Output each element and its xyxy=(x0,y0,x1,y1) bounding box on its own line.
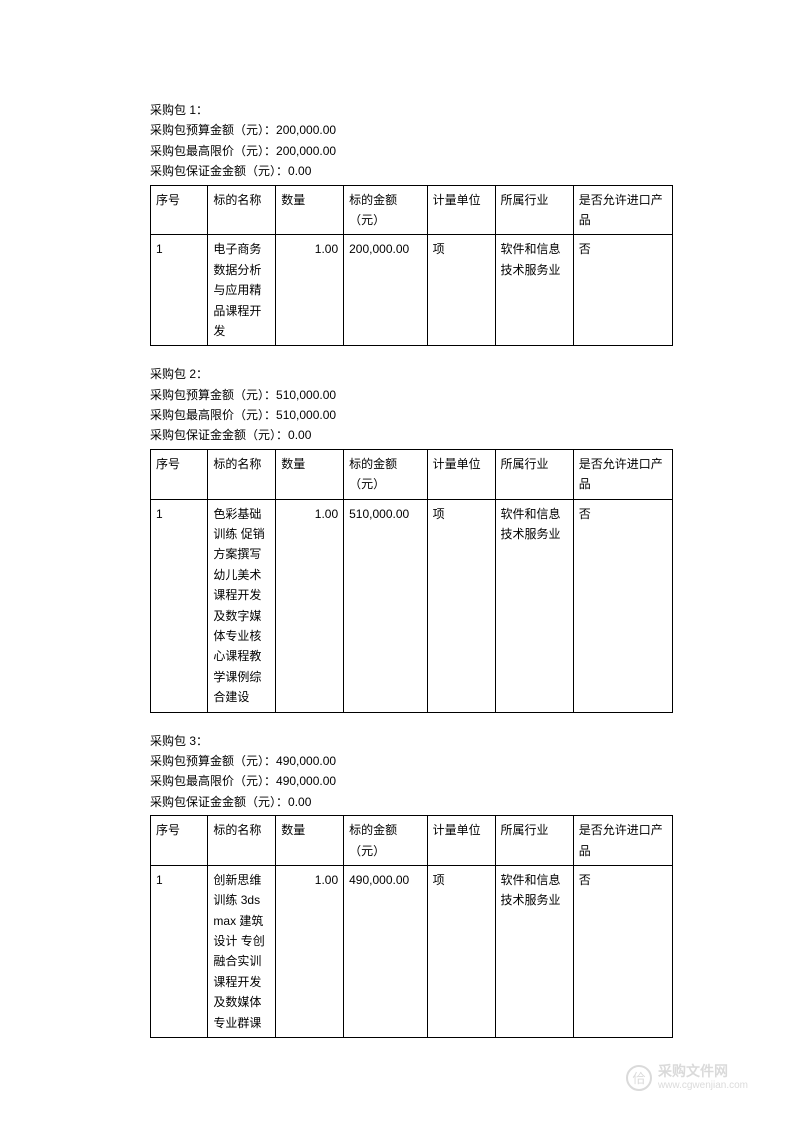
column-header-amount: 标的金额（元） xyxy=(344,816,428,866)
deposit-line-value: 0.00 xyxy=(288,795,311,809)
deposit-line-value: 0.00 xyxy=(288,428,311,442)
table-header-row: 序号标的名称数量标的金额（元）计量单位所属行业是否允许进口产品 xyxy=(151,449,673,499)
package-table: 序号标的名称数量标的金额（元）计量单位所属行业是否允许进口产品1创新思维训练 3… xyxy=(150,815,673,1038)
budget-line: 采购包预算金额（元）：490,000.00 xyxy=(150,751,673,771)
cell-industry: 软件和信息技术服务业 xyxy=(495,865,573,1037)
column-header-import: 是否允许进口产品 xyxy=(573,449,672,499)
watermark-main: 采购文件网 xyxy=(658,1063,748,1080)
column-header-unit: 计量单位 xyxy=(427,816,495,866)
cell-seq: 1 xyxy=(151,499,208,712)
deposit-line-value: 0.00 xyxy=(288,164,311,178)
column-header-amount: 标的金额（元） xyxy=(344,449,428,499)
budget-line-value: 510,000.00 xyxy=(276,388,336,402)
cell-qty: 1.00 xyxy=(276,499,344,712)
max-line-label: 采购包最高限价（元）： xyxy=(150,408,276,422)
cell-import: 否 xyxy=(573,865,672,1037)
deposit-line: 采购包保证金金额（元）：0.00 xyxy=(150,425,673,445)
table-header-row: 序号标的名称数量标的金额（元）计量单位所属行业是否允许进口产品 xyxy=(151,185,673,235)
cell-industry: 软件和信息技术服务业 xyxy=(495,499,573,712)
max-line: 采购包最高限价（元）：200,000.00 xyxy=(150,141,673,161)
cell-amount: 200,000.00 xyxy=(344,235,428,346)
column-header-qty: 数量 xyxy=(276,816,344,866)
column-header-qty: 数量 xyxy=(276,449,344,499)
package-section-2: 采购包 2：采购包预算金额（元）：510,000.00采购包最高限价（元）：51… xyxy=(150,364,673,712)
column-header-name: 标的名称 xyxy=(208,816,276,866)
cell-unit: 项 xyxy=(427,499,495,712)
cell-industry: 软件和信息技术服务业 xyxy=(495,235,573,346)
package-title: 采购包 1： xyxy=(150,100,673,120)
column-header-industry: 所属行业 xyxy=(495,816,573,866)
package-table: 序号标的名称数量标的金额（元）计量单位所属行业是否允许进口产品1色彩基础训练 促… xyxy=(150,449,673,713)
budget-line: 采购包预算金额（元）：200,000.00 xyxy=(150,120,673,140)
watermark-url: www.cgwenjian.com xyxy=(658,1080,748,1092)
cell-amount: 490,000.00 xyxy=(344,865,428,1037)
cell-seq: 1 xyxy=(151,865,208,1037)
column-header-unit: 计量单位 xyxy=(427,185,495,235)
column-header-industry: 所属行业 xyxy=(495,185,573,235)
package-title: 采购包 2： xyxy=(150,364,673,384)
package-header: 采购包 3：采购包预算金额（元）：490,000.00采购包最高限价（元）：49… xyxy=(150,731,673,813)
table-row: 1创新思维训练 3ds max 建筑设计 专创融合实训课程开发及数媒体专业群课1… xyxy=(151,865,673,1037)
package-table: 序号标的名称数量标的金额（元）计量单位所属行业是否允许进口产品1电子商务数据分析… xyxy=(150,185,673,347)
deposit-line-label: 采购包保证金金额（元）： xyxy=(150,428,288,442)
max-line: 采购包最高限价（元）：510,000.00 xyxy=(150,405,673,425)
cell-name: 电子商务数据分析与应用精品课程开发 xyxy=(208,235,276,346)
deposit-line: 采购包保证金金额（元）：0.00 xyxy=(150,161,673,181)
package-title: 采购包 3： xyxy=(150,731,673,751)
max-line-value: 200,000.00 xyxy=(276,144,336,158)
package-header: 采购包 1：采购包预算金额（元）：200,000.00采购包最高限价（元）：20… xyxy=(150,100,673,182)
max-line-value: 490,000.00 xyxy=(276,774,336,788)
column-header-amount: 标的金额（元） xyxy=(344,185,428,235)
column-header-seq: 序号 xyxy=(151,816,208,866)
package-header: 采购包 2：采购包预算金额（元）：510,000.00采购包最高限价（元）：51… xyxy=(150,364,673,446)
cell-unit: 项 xyxy=(427,865,495,1037)
cell-import: 否 xyxy=(573,499,672,712)
column-header-seq: 序号 xyxy=(151,185,208,235)
max-line-label: 采购包最高限价（元）： xyxy=(150,774,276,788)
cell-qty: 1.00 xyxy=(276,235,344,346)
column-header-import: 是否允许进口产品 xyxy=(573,185,672,235)
budget-line-value: 200,000.00 xyxy=(276,123,336,137)
budget-line-label: 采购包预算金额（元）： xyxy=(150,754,276,768)
column-header-qty: 数量 xyxy=(276,185,344,235)
cell-seq: 1 xyxy=(151,235,208,346)
cell-qty: 1.00 xyxy=(276,865,344,1037)
package-section-1: 采购包 1：采购包预算金额（元）：200,000.00采购包最高限价（元）：20… xyxy=(150,100,673,346)
column-header-import: 是否允许进口产品 xyxy=(573,816,672,866)
column-header-name: 标的名称 xyxy=(208,185,276,235)
watermark-icon: 佮 xyxy=(626,1065,652,1091)
column-header-industry: 所属行业 xyxy=(495,449,573,499)
deposit-line-label: 采购包保证金金额（元）： xyxy=(150,164,288,178)
table-row: 1色彩基础训练 促销方案撰写 幼儿美术课程开发及数字媒体专业核心课程教学课例综合… xyxy=(151,499,673,712)
deposit-line: 采购包保证金金额（元）：0.00 xyxy=(150,792,673,812)
deposit-line-label: 采购包保证金金额（元）： xyxy=(150,795,288,809)
budget-line: 采购包预算金额（元）：510,000.00 xyxy=(150,385,673,405)
watermark: 佮 采购文件网 www.cgwenjian.com xyxy=(626,1063,748,1092)
package-section-3: 采购包 3：采购包预算金额（元）：490,000.00采购包最高限价（元）：49… xyxy=(150,731,673,1038)
watermark-text: 采购文件网 www.cgwenjian.com xyxy=(658,1063,748,1092)
column-header-name: 标的名称 xyxy=(208,449,276,499)
table-header-row: 序号标的名称数量标的金额（元）计量单位所属行业是否允许进口产品 xyxy=(151,816,673,866)
cell-name: 创新思维训练 3ds max 建筑设计 专创融合实训课程开发及数媒体专业群课 xyxy=(208,865,276,1037)
cell-name: 色彩基础训练 促销方案撰写 幼儿美术课程开发及数字媒体专业核心课程教学课例综合建… xyxy=(208,499,276,712)
cell-import: 否 xyxy=(573,235,672,346)
budget-line-label: 采购包预算金额（元）： xyxy=(150,123,276,137)
column-header-unit: 计量单位 xyxy=(427,449,495,499)
table-row: 1电子商务数据分析与应用精品课程开发1.00200,000.00项软件和信息技术… xyxy=(151,235,673,346)
max-line-label: 采购包最高限价（元）： xyxy=(150,144,276,158)
budget-line-label: 采购包预算金额（元）： xyxy=(150,388,276,402)
column-header-seq: 序号 xyxy=(151,449,208,499)
max-line-value: 510,000.00 xyxy=(276,408,336,422)
budget-line-value: 490,000.00 xyxy=(276,754,336,768)
cell-amount: 510,000.00 xyxy=(344,499,428,712)
cell-unit: 项 xyxy=(427,235,495,346)
max-line: 采购包最高限价（元）：490,000.00 xyxy=(150,771,673,791)
